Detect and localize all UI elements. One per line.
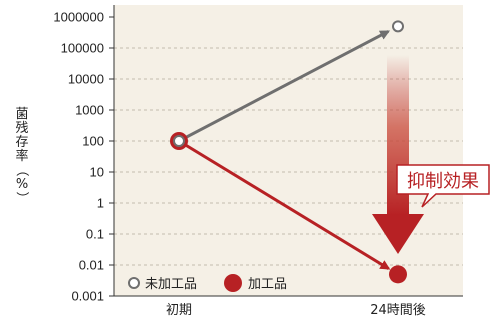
y-tick-label: 0.01 (79, 258, 104, 273)
y-axis-label-char: 存 (15, 135, 28, 150)
annotation-callout: 抑制効果 (396, 164, 490, 208)
y-tick-label: 100 (82, 134, 104, 149)
point-treated-24h (389, 265, 407, 284)
suppression-arrowhead (372, 214, 424, 254)
legend-label-treated: 加工品 (248, 277, 287, 292)
legend-marker-untreated (128, 277, 140, 289)
y-axis-label-char: 率 (15, 148, 28, 164)
y-tick-label: 0.1 (86, 227, 104, 242)
y-axis-label-char: 菌 (15, 107, 28, 122)
legend-label-untreated: 未加工品 (145, 277, 197, 292)
y-tick-label: 100000 (61, 41, 104, 56)
series-line-untreated (178, 30, 391, 143)
y-tick-label: 0.001 (71, 289, 104, 304)
y-axis-label-char: ） (14, 191, 29, 204)
x-tick-label-0: 初期 (166, 303, 192, 318)
annotation-label: 抑制効果 (407, 171, 479, 192)
series (170, 20, 407, 284)
y-tick-label: 1 (97, 196, 104, 211)
plot-background (114, 5, 463, 296)
point-untreated-initial (173, 135, 185, 147)
point-untreated-24h (392, 20, 404, 33)
y-tick-label: 10 (90, 165, 104, 180)
series-line-treated (178, 139, 391, 270)
y-axis-label-char: % (16, 177, 28, 192)
y-ticks: 1000000 100000 10000 1000 100 10 1 0.1 0.01 0.001 (53, 10, 114, 304)
legend-marker-treated (224, 274, 242, 292)
x-tick-label-1: 24時間後 (370, 303, 426, 318)
y-axis-label-char: （ (14, 163, 29, 176)
y-tick-label: 1000000 (53, 10, 104, 25)
y-tick-label: 10000 (68, 72, 104, 87)
legend: 未加工品 加工品 (128, 274, 287, 292)
y-axis-label-char: 残 (15, 121, 28, 136)
y-tick-label: 1000 (75, 103, 104, 118)
